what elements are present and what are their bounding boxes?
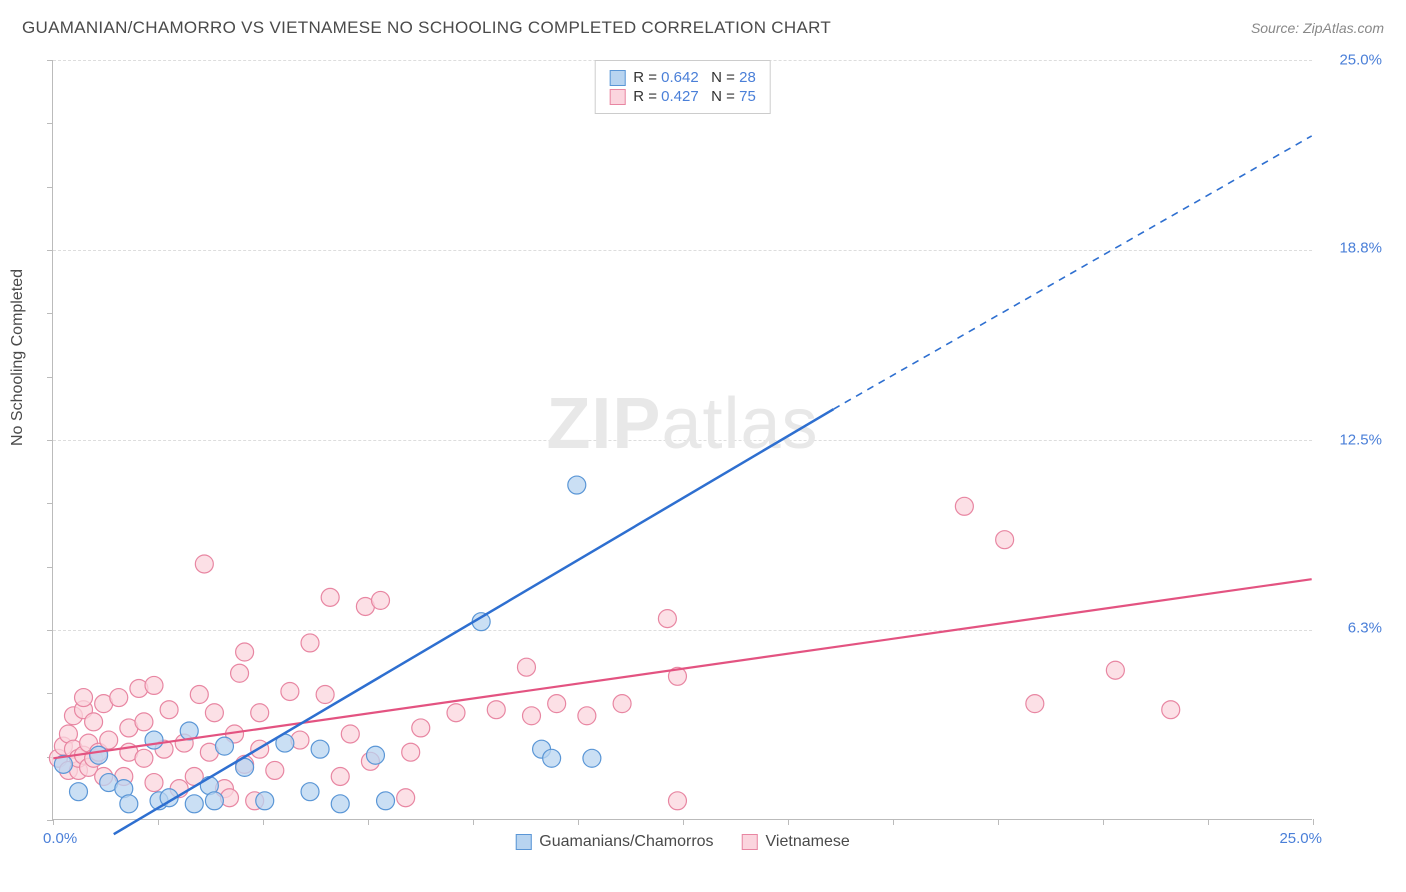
y-axis-label: 12.5% bbox=[1322, 432, 1382, 449]
n-label: N = bbox=[699, 88, 739, 105]
chart-header: GUAMANIAN/CHAMORRO VS VIETNAMESE NO SCHO… bbox=[22, 18, 1384, 38]
plot-area: ZIPatlas R = 0.642 N = 28 R = 0.427 N = … bbox=[52, 60, 1312, 820]
legend-label-guamanian: Guamanians/Chamorros bbox=[539, 833, 713, 851]
legend-stats-box: R = 0.642 N = 28 R = 0.427 N = 75 bbox=[594, 60, 771, 114]
legend-label-vietnamese: Vietnamese bbox=[766, 833, 850, 851]
legend-series: Guamanians/Chamorros Vietnamese bbox=[515, 833, 850, 851]
r-label: R = bbox=[633, 69, 661, 86]
chart-title: GUAMANIAN/CHAMORRO VS VIETNAMESE NO SCHO… bbox=[22, 18, 831, 38]
r-value-1: 0.642 bbox=[661, 69, 699, 86]
legend-stats-row-1: R = 0.642 N = 28 bbox=[609, 69, 756, 86]
swatch-vietnamese-icon bbox=[742, 834, 758, 850]
x-axis-min-label: 0.0% bbox=[43, 830, 77, 847]
legend-item-guamanian: Guamanians/Chamorros bbox=[515, 833, 713, 851]
swatch-guamanian-icon bbox=[515, 834, 531, 850]
n-label: N = bbox=[699, 69, 739, 86]
swatch-guamanian-icon bbox=[609, 70, 625, 86]
y-axis-label: 6.3% bbox=[1322, 620, 1382, 637]
x-axis-max-label: 25.0% bbox=[1279, 830, 1322, 847]
swatch-vietnamese-icon bbox=[609, 89, 625, 105]
y-axis-title: No Schooling Completed bbox=[9, 269, 27, 446]
plot-svg bbox=[53, 60, 1312, 819]
y-axis-label: 18.8% bbox=[1322, 240, 1382, 257]
r-value-2: 0.427 bbox=[661, 88, 699, 105]
n-value-2: 75 bbox=[739, 88, 756, 105]
n-value-1: 28 bbox=[739, 69, 756, 86]
r-label: R = bbox=[633, 88, 661, 105]
source-attribution: Source: ZipAtlas.com bbox=[1251, 20, 1384, 36]
legend-stats-row-2: R = 0.427 N = 75 bbox=[609, 88, 756, 105]
y-axis-label: 25.0% bbox=[1322, 52, 1382, 69]
legend-item-vietnamese: Vietnamese bbox=[742, 833, 850, 851]
